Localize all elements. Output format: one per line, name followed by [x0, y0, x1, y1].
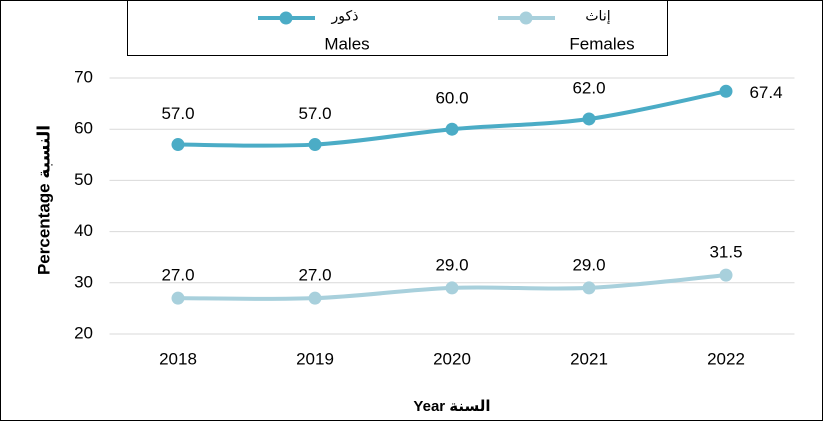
- data-label: 27.0: [298, 266, 331, 285]
- data-point: [171, 138, 185, 152]
- legend-label-ar: إناث: [585, 8, 610, 25]
- y-tick-label: 20: [74, 323, 93, 342]
- x-tick-label: 2019: [296, 349, 334, 368]
- data-point: [308, 291, 322, 305]
- data-point: [445, 281, 459, 295]
- data-label: 29.0: [572, 255, 605, 274]
- legend-label: Males: [324, 34, 369, 53]
- legend-box: [127, 0, 668, 56]
- data-point: [308, 138, 322, 152]
- data-label: 31.5: [709, 243, 742, 262]
- data-point: [171, 291, 185, 305]
- y-axis-label: Percentage النسبة: [34, 125, 53, 275]
- y-tick-label: 60: [74, 119, 93, 138]
- x-tick-label: 2022: [707, 349, 745, 368]
- data-label: 27.0: [161, 266, 194, 285]
- data-label: 60.0: [435, 89, 468, 108]
- data-label: 57.0: [298, 104, 331, 123]
- data-point: [719, 84, 733, 98]
- x-tick-label: 2021: [570, 349, 608, 368]
- data-label: 62.0: [572, 78, 605, 97]
- data-point: [582, 281, 596, 295]
- legend-marker: [519, 11, 533, 25]
- data-point: [445, 122, 459, 136]
- data-label: 29.0: [435, 255, 468, 274]
- legend-label-ar: ذكور: [331, 8, 359, 25]
- data-point: [719, 268, 733, 282]
- y-tick-label: 40: [74, 221, 93, 240]
- legend-marker: [279, 11, 293, 25]
- x-tick-label: 2018: [159, 349, 197, 368]
- y-tick-label: 70: [74, 67, 93, 86]
- legend-label: Females: [569, 34, 634, 53]
- y-tick-label: 30: [74, 272, 93, 291]
- data-label: 67.4: [749, 83, 782, 102]
- y-tick-label: 50: [74, 170, 93, 189]
- data-label: 57.0: [161, 104, 194, 123]
- x-tick-label: 2020: [433, 349, 471, 368]
- x-axis-label: Year السنة: [413, 398, 490, 415]
- data-point: [582, 112, 596, 126]
